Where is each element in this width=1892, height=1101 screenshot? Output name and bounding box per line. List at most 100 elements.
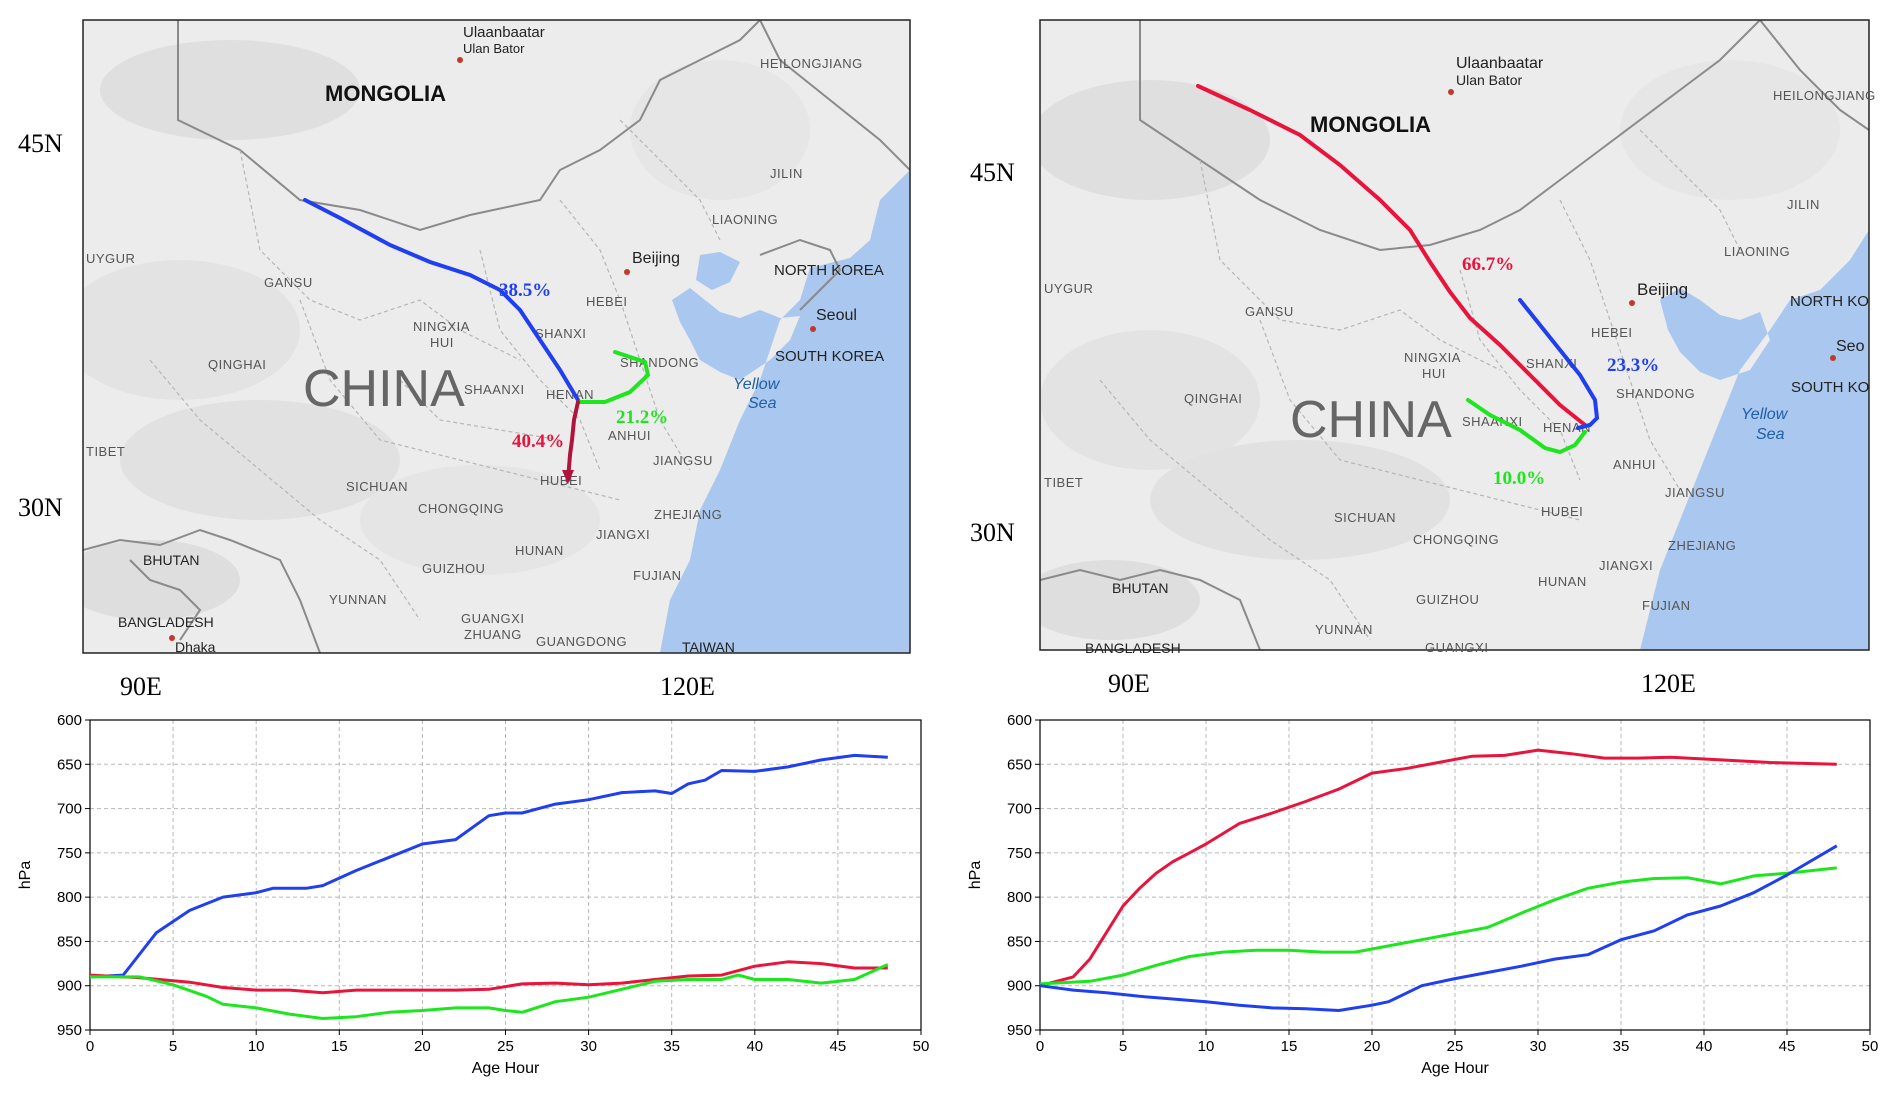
- province-label: QINGHAI: [208, 357, 266, 372]
- y-tick-label: 850: [57, 933, 82, 950]
- province-label: HUBEI: [540, 473, 582, 488]
- country-label: TAIWAN: [682, 639, 735, 655]
- province-label: TIBET: [1044, 475, 1083, 490]
- sea-label: Sea: [748, 395, 777, 412]
- province-label: ANHUI: [1613, 457, 1656, 472]
- city-marker: [1830, 355, 1836, 361]
- trajectory-red: [566, 400, 580, 482]
- series-line-blue: [89, 753, 888, 979]
- city-label: Ulaanbaatar: [1456, 55, 1544, 72]
- province-label: YUNNAN: [1315, 622, 1373, 637]
- province-label: JIANGSU: [653, 453, 713, 468]
- longitude-label: 120E: [660, 672, 715, 701]
- city-label: Seo: [1836, 338, 1865, 355]
- province-label: SHANXI: [1526, 356, 1577, 371]
- city-label: Ulan Bator: [463, 41, 525, 56]
- y-tick-label: 950: [1007, 1022, 1032, 1039]
- x-tick-label: 30: [1530, 1038, 1547, 1055]
- y-axis-title: hPa: [967, 861, 984, 890]
- left-map: Ulaanbaatar Ulan Bator MONGOLIA HEILONGJ…: [18, 19, 911, 701]
- x-tick-label: 45: [830, 1038, 847, 1055]
- country-label: BANGLADESH: [1085, 640, 1181, 656]
- province-label: JILIN: [770, 166, 803, 181]
- province-label: UYGUR: [86, 251, 135, 266]
- province-label: JIANGXI: [1599, 558, 1653, 573]
- city-label: Dhaka: [175, 639, 216, 655]
- province-label: TIBET: [86, 444, 125, 459]
- series-line-red: [1039, 748, 1837, 988]
- x-tick-label: 20: [1364, 1038, 1381, 1055]
- city-marker: [810, 326, 816, 332]
- x-tick-label: 35: [663, 1038, 680, 1055]
- province-label: GUIZHOU: [1416, 592, 1479, 607]
- x-tick-label: 10: [1198, 1038, 1215, 1055]
- percentage-label-blue: 38.5%: [499, 280, 551, 301]
- province-label: ZHUANG: [464, 627, 522, 642]
- y-tick-label: 850: [1007, 933, 1032, 950]
- map-frame: [82, 19, 911, 654]
- series-line-red: [89, 960, 888, 995]
- province-label: GANSU: [264, 275, 313, 290]
- percentage-label-green: 10.0%: [1493, 468, 1545, 489]
- city-marker: [624, 269, 630, 275]
- y-tick-label: 700: [1007, 801, 1032, 818]
- country-label: BANGLADESH: [118, 614, 214, 630]
- x-tick-label: 10: [248, 1038, 265, 1055]
- x-axis-title: Age Hour: [472, 1060, 540, 1077]
- country-label: NORTH KO: [1790, 293, 1869, 310]
- latitude-label: 30N: [18, 493, 63, 522]
- x-tick-label: 0: [86, 1038, 94, 1055]
- y-tick-label: 600: [57, 712, 82, 729]
- series-line-blue: [1039, 844, 1838, 1012]
- latitude-label: 45N: [18, 129, 63, 158]
- province-label: HEILONGJIANG: [1773, 88, 1876, 103]
- sea-label: Sea: [1756, 426, 1785, 443]
- x-tick-label: 25: [1447, 1038, 1464, 1055]
- x-tick-label: 0: [1036, 1038, 1044, 1055]
- province-label: YUNNAN: [329, 592, 387, 607]
- series-line-green: [1039, 866, 1837, 986]
- longitude-label: 120E: [1641, 669, 1696, 698]
- y-axis-title: hPa: [17, 861, 34, 890]
- province-label: SICHUAN: [346, 479, 408, 494]
- country-label: BHUTAN: [143, 552, 200, 568]
- x-tick-label: 15: [331, 1038, 348, 1055]
- country-label-china: CHINA: [1290, 391, 1452, 449]
- province-label: GUANGXI: [461, 611, 524, 626]
- series-line-green: [90, 963, 889, 1020]
- country-label: MONGOLIA: [325, 81, 446, 106]
- trajectory-blue: [303, 198, 580, 402]
- province-label: HEBEI: [1591, 325, 1633, 340]
- province-label: HUI: [430, 335, 454, 350]
- province-label: UYGUR: [1044, 281, 1093, 296]
- city-label: Beijing: [1637, 280, 1688, 299]
- province-label: HUNAN: [515, 543, 564, 558]
- x-tick-label: 50: [1862, 1038, 1879, 1055]
- left-pressure-chart: 0 5 10 15 20 25 30 35 40 45 50 600 650 700 750 800 850 90…: [17, 712, 929, 1077]
- city-label: Seoul: [816, 307, 857, 324]
- map-frame: [1039, 19, 1870, 651]
- x-tick-label: 5: [1119, 1038, 1127, 1055]
- y-tick-label: 950: [57, 1022, 82, 1039]
- map-sea: [1640, 230, 1869, 650]
- province-label: ZHEJIANG: [654, 507, 722, 522]
- country-label-china: CHINA: [303, 360, 465, 418]
- longitude-label: 90E: [1108, 669, 1150, 698]
- terrain-shading: [1040, 60, 1840, 640]
- province-label: HUBEI: [1541, 504, 1583, 519]
- x-tick-label: 25: [497, 1038, 514, 1055]
- province-label: JIANGSU: [1665, 485, 1725, 500]
- right-map: Ulaanbaatar Ulan Bator MONGOLIA HEILONGJ…: [970, 19, 1876, 698]
- province-label: HUI: [1422, 366, 1446, 381]
- province-label: HUNAN: [1538, 574, 1587, 589]
- country-label: SOUTH KO: [1791, 379, 1869, 396]
- map-sea: [660, 170, 910, 653]
- trajectory-red-arrow: [562, 470, 574, 484]
- province-label: FUJIAN: [633, 568, 682, 583]
- country-label: MONGOLIA: [1310, 112, 1431, 137]
- country-label: BHUTAN: [1112, 580, 1169, 596]
- y-tick-label: 800: [1007, 889, 1032, 906]
- percentage-label-red: 66.7%: [1462, 254, 1514, 275]
- percentage-label-green: 21.2%: [616, 407, 668, 428]
- province-label: ANHUI: [608, 428, 651, 443]
